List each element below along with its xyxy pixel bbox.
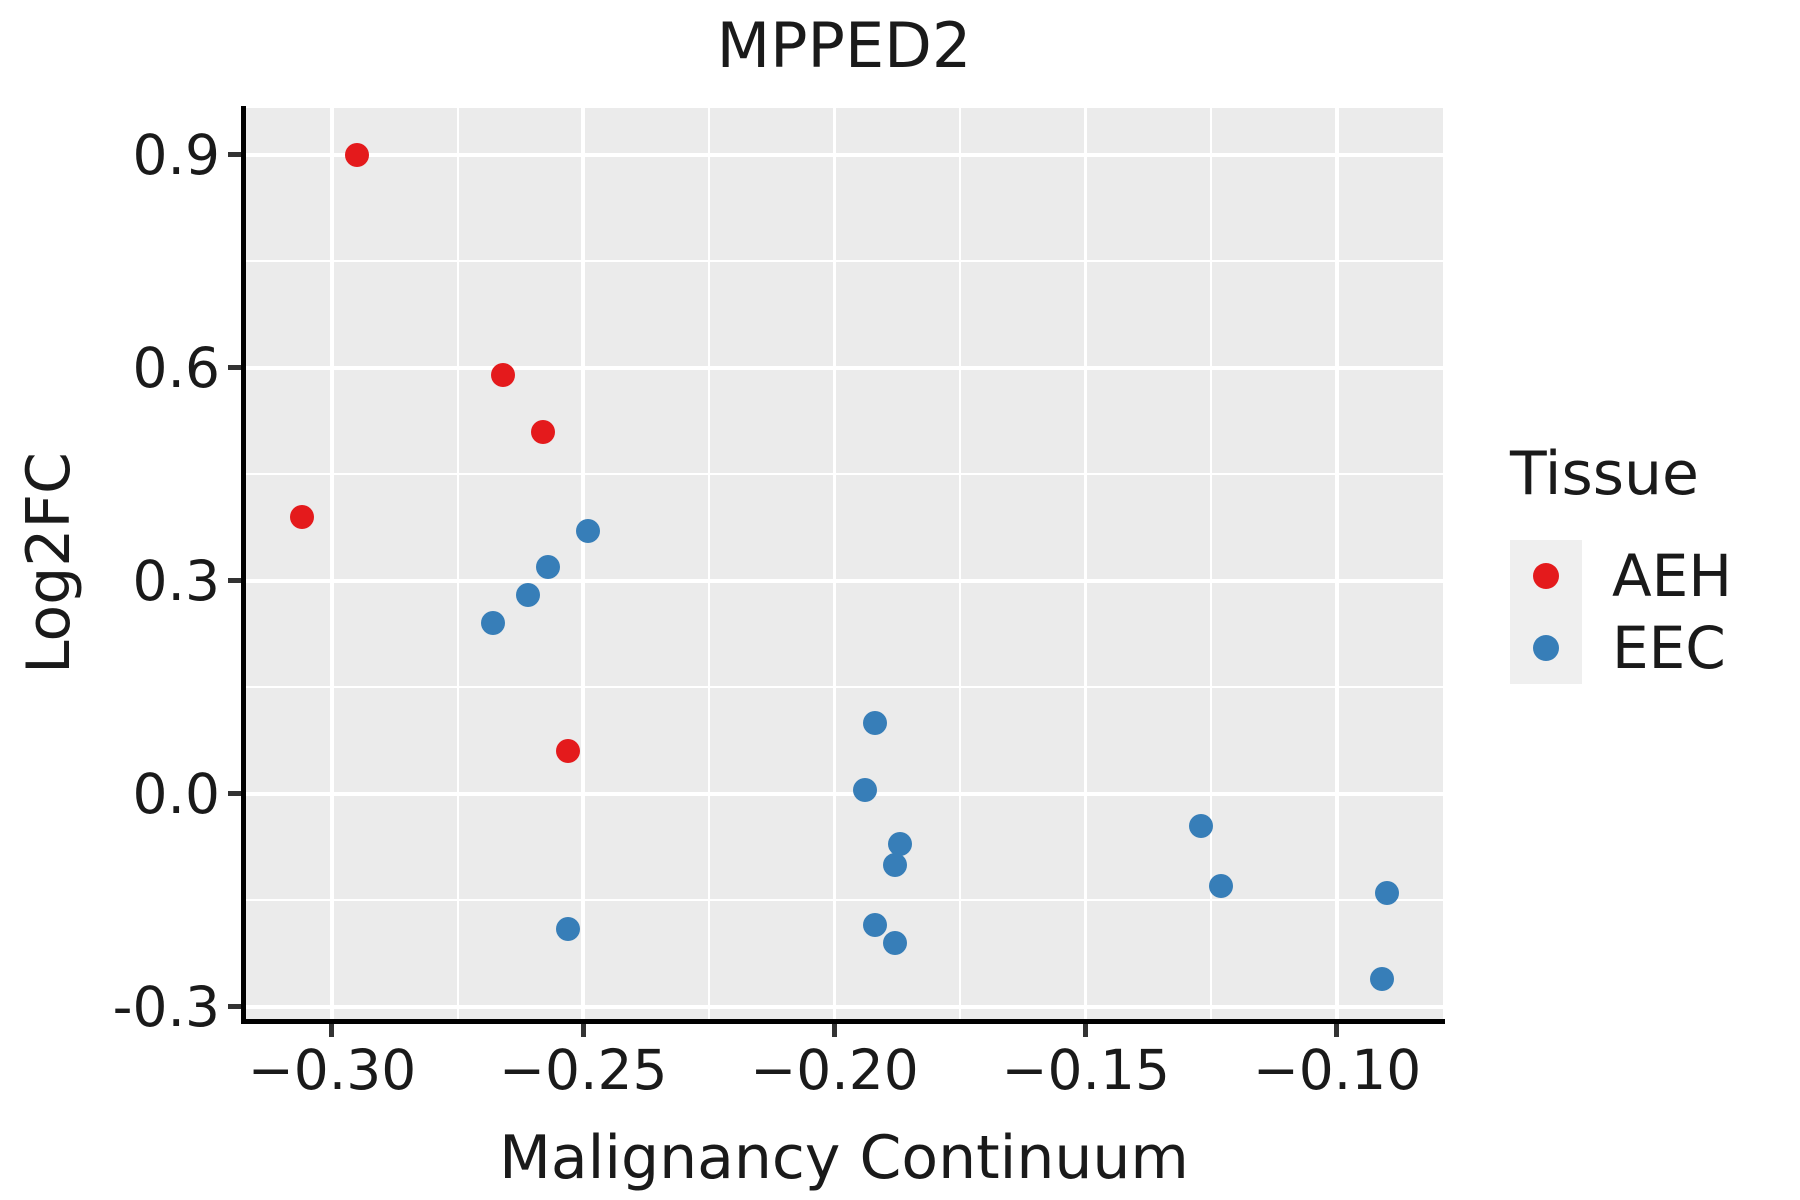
legend-item-eec: EEC <box>1510 612 1732 684</box>
gridline-y-minor <box>245 473 1443 476</box>
gridline-x-minor <box>456 108 459 1019</box>
y-tick-label: 0.3 <box>132 548 220 613</box>
gridline-y-major <box>245 153 1443 157</box>
plot-title: MPPED2 <box>716 9 972 82</box>
gridline-x-major <box>1335 108 1339 1019</box>
data-point-eec <box>862 710 887 735</box>
gridline-x-major <box>832 108 837 1019</box>
y-tick-mark <box>228 152 241 158</box>
gridline-y-minor <box>245 260 1443 263</box>
eec-point-icon <box>1533 635 1559 661</box>
x-tick-mark <box>831 1024 837 1037</box>
data-point-aeh <box>556 739 581 764</box>
data-point-eec <box>1375 881 1400 906</box>
legend-title: Tissue <box>1510 439 1699 509</box>
legend-label-eec: EEC <box>1612 614 1726 682</box>
data-point-aeh <box>530 419 555 444</box>
y-tick-mark <box>228 578 241 584</box>
data-point-aeh <box>289 504 314 529</box>
x-tick-label: −0.10 <box>1252 1038 1422 1102</box>
x-tick-mark <box>1334 1024 1340 1037</box>
legend-item-aeh: AEH <box>1510 540 1732 612</box>
y-tick-mark <box>228 1004 241 1010</box>
gridline-y-major <box>245 792 1443 796</box>
x-tick-mark <box>1083 1024 1089 1037</box>
x-tick-label: −0.20 <box>750 1038 919 1102</box>
data-point-eec <box>515 583 540 608</box>
x-tick-label: −0.15 <box>1001 1038 1170 1102</box>
data-point-aeh <box>490 362 515 387</box>
y-tick-label: -0.3 <box>112 974 220 1039</box>
gridline-x-minor <box>959 108 962 1019</box>
y-tick-label: 0.9 <box>132 122 220 187</box>
x-tick-label: −0.25 <box>498 1038 668 1102</box>
legend-key-aeh <box>1510 540 1582 612</box>
gridline-y-major <box>245 579 1443 583</box>
legend-label-aeh: AEH <box>1612 542 1732 610</box>
x-axis-title: Malignancy Continuum <box>499 1123 1189 1193</box>
gridline-y-minor <box>245 686 1443 689</box>
gridline-y-major <box>245 1005 1443 1009</box>
data-point-eec <box>862 913 887 938</box>
data-point-eec <box>1189 813 1214 838</box>
y-tick-mark <box>228 791 241 797</box>
plot-panel <box>245 108 1443 1019</box>
gridline-y-major <box>245 366 1443 370</box>
gridline-y-minor <box>245 899 1443 902</box>
legend-rows: AEH EEC <box>1510 540 1732 684</box>
aeh-point-icon <box>1533 563 1559 589</box>
x-tick-mark <box>329 1024 335 1037</box>
y-tick-label: 0.6 <box>132 335 220 400</box>
data-point-eec <box>887 831 912 856</box>
data-point-eec <box>1209 874 1234 899</box>
data-point-aeh <box>345 142 370 167</box>
y-tick-label: 0.0 <box>132 761 220 826</box>
data-point-eec <box>882 852 907 877</box>
data-point-eec <box>576 519 601 544</box>
y-axis-line <box>241 106 246 1024</box>
x-axis-line <box>241 1019 1445 1024</box>
gridline-x-minor <box>1210 108 1213 1019</box>
x-tick-label: −0.30 <box>247 1038 417 1102</box>
data-point-eec <box>1370 966 1395 991</box>
gridline-x-major <box>1083 108 1088 1019</box>
data-point-eec <box>480 611 505 636</box>
data-point-eec <box>882 931 907 956</box>
legend: Tissue AEH EEC <box>1510 438 1732 684</box>
data-point-eec <box>852 778 877 803</box>
x-tick-mark <box>580 1024 586 1037</box>
data-point-eec <box>536 554 561 579</box>
gridline-x-minor <box>707 108 710 1019</box>
gridline-x-major <box>581 108 585 1019</box>
y-tick-mark <box>228 365 241 371</box>
legend-key-eec <box>1510 612 1582 684</box>
gridline-x-major <box>330 108 334 1019</box>
data-point-eec <box>556 916 581 941</box>
